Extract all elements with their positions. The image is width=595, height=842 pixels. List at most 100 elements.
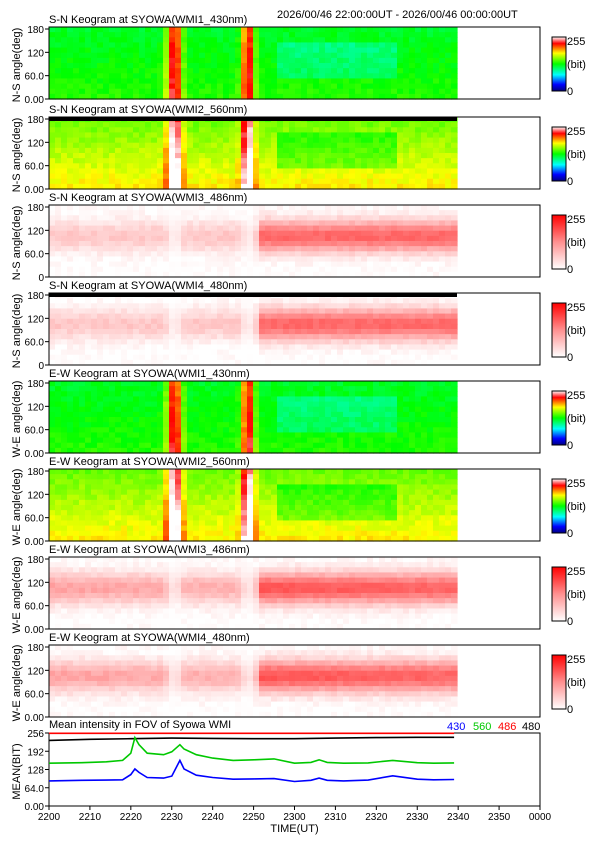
colorbar xyxy=(551,654,567,710)
x-tick-label: 2240 xyxy=(202,812,225,823)
keogram-panel-2: S-N Keogram at SYOWA(WMI2_560nm) 0.00 60.0… xyxy=(11,104,586,196)
colorbar xyxy=(551,302,567,358)
keogram-image xyxy=(49,117,458,190)
legend-label-486: 486 xyxy=(498,721,517,733)
keogram-panels: S-N Keogram at SYOWA(WMI1_430nm) 0.00 60.0… xyxy=(11,14,586,724)
colorbar-unit-label: (bit) xyxy=(567,501,586,513)
y-axis-label: W-E angle(deg) xyxy=(11,557,23,634)
y-tick-label: 60.0 xyxy=(25,338,45,349)
colorbar-min-label: 0 xyxy=(567,616,573,628)
keogram-image xyxy=(49,293,458,366)
colorbar-min-label: 0 xyxy=(567,86,573,98)
keogram-frame xyxy=(48,380,541,454)
y-tick-label: 128 xyxy=(27,766,44,777)
y-tick-label: 0.00 xyxy=(25,802,45,813)
y-tick-label: 180 xyxy=(27,467,44,478)
colorbar-max-label: 255 xyxy=(567,390,585,402)
x-tick-label: 2220 xyxy=(120,812,143,823)
keogram-title: S-N Keogram at SYOWA(WMI2_560nm) xyxy=(49,104,247,116)
y-tick-label: 180 xyxy=(27,115,44,126)
keogram-panel-8: E-W Keogram at SYOWA(WMI4_480nm) 0.00 60.0… xyxy=(11,632,586,724)
y-axis-label: N-S angle(deg) xyxy=(11,118,23,193)
colorbar-min-label: 0 xyxy=(567,264,573,276)
y-tick-label: 120 xyxy=(27,138,44,149)
colorbar-unit-label: (bit) xyxy=(567,413,586,425)
colorbar-max-label: 255 xyxy=(567,36,585,48)
mean-intensity-plot: Mean intensity in FOV of Syowa WMI 0.00 64… xyxy=(11,719,552,835)
y-axis-label: W-E angle(deg) xyxy=(11,381,23,458)
keogram-title: S-N Keogram at SYOWA(WMI3_486nm) xyxy=(49,192,247,204)
y-tick-label: 180 xyxy=(27,25,44,36)
keogram-frame xyxy=(48,26,541,100)
plot-frame xyxy=(48,732,541,807)
colorbar-max-label: 255 xyxy=(567,302,585,314)
colorbar-unit-label: (bit) xyxy=(567,59,586,71)
saturation-band xyxy=(49,293,457,297)
x-tick-label: 0000 xyxy=(529,812,552,823)
x-tick-label: 2350 xyxy=(488,812,511,823)
x-tick-label: 2320 xyxy=(365,812,388,823)
keogram-title: E-W Keogram at SYOWA(WMI3_486nm) xyxy=(49,544,250,556)
keogram-title: S-N Keogram at SYOWA(WMI1_430nm) xyxy=(49,14,247,26)
keogram-frame xyxy=(48,116,541,190)
colorbar-max-label: 255 xyxy=(567,478,585,490)
colorbar-max-label: 255 xyxy=(567,214,585,226)
y-tick-label: 120 xyxy=(27,226,44,237)
keogram-title: E-W Keogram at SYOWA(WMI2_560nm) xyxy=(49,456,250,468)
colorbar-max-label: 255 xyxy=(567,654,585,666)
y-axis-label: N-S angle(deg) xyxy=(11,294,23,369)
colorbar-unit-label: (bit) xyxy=(567,589,586,601)
x-tick-label: 2310 xyxy=(324,812,347,823)
keogram-panel-6: E-W Keogram at SYOWA(WMI2_560nm) 0.00 60.0… xyxy=(11,456,586,548)
keogram-panel-1: S-N Keogram at SYOWA(WMI1_430nm) 0.00 60.0… xyxy=(11,14,586,106)
colorbar-unit-label: (bit) xyxy=(567,325,586,337)
x-tick-label: 2200 xyxy=(38,812,61,823)
colorbar-min-label: 0 xyxy=(567,352,573,364)
y-tick-label: 120 xyxy=(27,402,44,413)
series-line-430 xyxy=(48,758,455,783)
y-tick-label: 60.0 xyxy=(25,602,45,613)
keogram-image xyxy=(49,645,458,718)
y-tick-label: 120 xyxy=(27,490,44,501)
keogram-image xyxy=(49,469,458,542)
y-axis-label: W-E angle(deg) xyxy=(11,469,23,546)
keogram-panel-7: E-W Keogram at SYOWA(WMI3_486nm) 0.00 60.0… xyxy=(11,544,586,636)
keogram-title: S-N Keogram at SYOWA(WMI4_480nm) xyxy=(49,280,247,292)
legend-label-560: 560 xyxy=(473,721,492,733)
x-axis-label: TIME(UT) xyxy=(270,823,318,835)
keogram-frame xyxy=(48,468,541,542)
colorbar-min-label: 0 xyxy=(567,704,573,716)
keogram-image xyxy=(49,557,458,630)
y-tick-label: 120 xyxy=(27,314,44,325)
y-axis-label: N-S angle(deg) xyxy=(11,28,23,103)
colorbar xyxy=(551,214,567,270)
y-axis-label: MEAN(BIT) xyxy=(11,743,23,799)
keogram-title: E-W Keogram at SYOWA(WMI1_430nm) xyxy=(49,368,250,380)
colorbar-unit-label: (bit) xyxy=(567,677,586,689)
y-tick-label: 0 xyxy=(38,361,44,372)
colorbar xyxy=(551,478,567,534)
series-line-560 xyxy=(48,735,455,765)
colorbar xyxy=(551,126,567,182)
y-tick-label: 64.0 xyxy=(25,784,45,795)
keogram-title: E-W Keogram at SYOWA(WMI4_480nm) xyxy=(49,632,250,644)
keogram-panel-4: S-N Keogram at SYOWA(WMI4_480nm) 0 60.0 120… xyxy=(11,280,586,372)
y-tick-label: 180 xyxy=(27,555,44,566)
keogram-image xyxy=(49,27,458,100)
keogram-frame xyxy=(48,556,541,630)
time-range-header: 2026/00/46 22:00:00UT - 2026/00/46 00:00… xyxy=(277,9,518,21)
keogram-frame xyxy=(48,644,541,718)
keogram-image xyxy=(49,205,458,278)
colorbar-min-label: 0 xyxy=(567,440,573,452)
colorbar-max-label: 255 xyxy=(567,126,585,138)
colorbar xyxy=(551,36,567,92)
y-tick-label: 120 xyxy=(27,48,44,59)
chart-title: Mean intensity in FOV of Syowa WMI xyxy=(49,719,231,731)
y-tick-label: 0.00 xyxy=(25,625,45,636)
colorbar-min-label: 0 xyxy=(567,176,573,188)
legend-label-480: 480 xyxy=(522,721,541,733)
y-tick-label: 180 xyxy=(27,291,44,302)
y-tick-label: 180 xyxy=(27,203,44,214)
y-axis-label: N-S angle(deg) xyxy=(11,206,23,281)
